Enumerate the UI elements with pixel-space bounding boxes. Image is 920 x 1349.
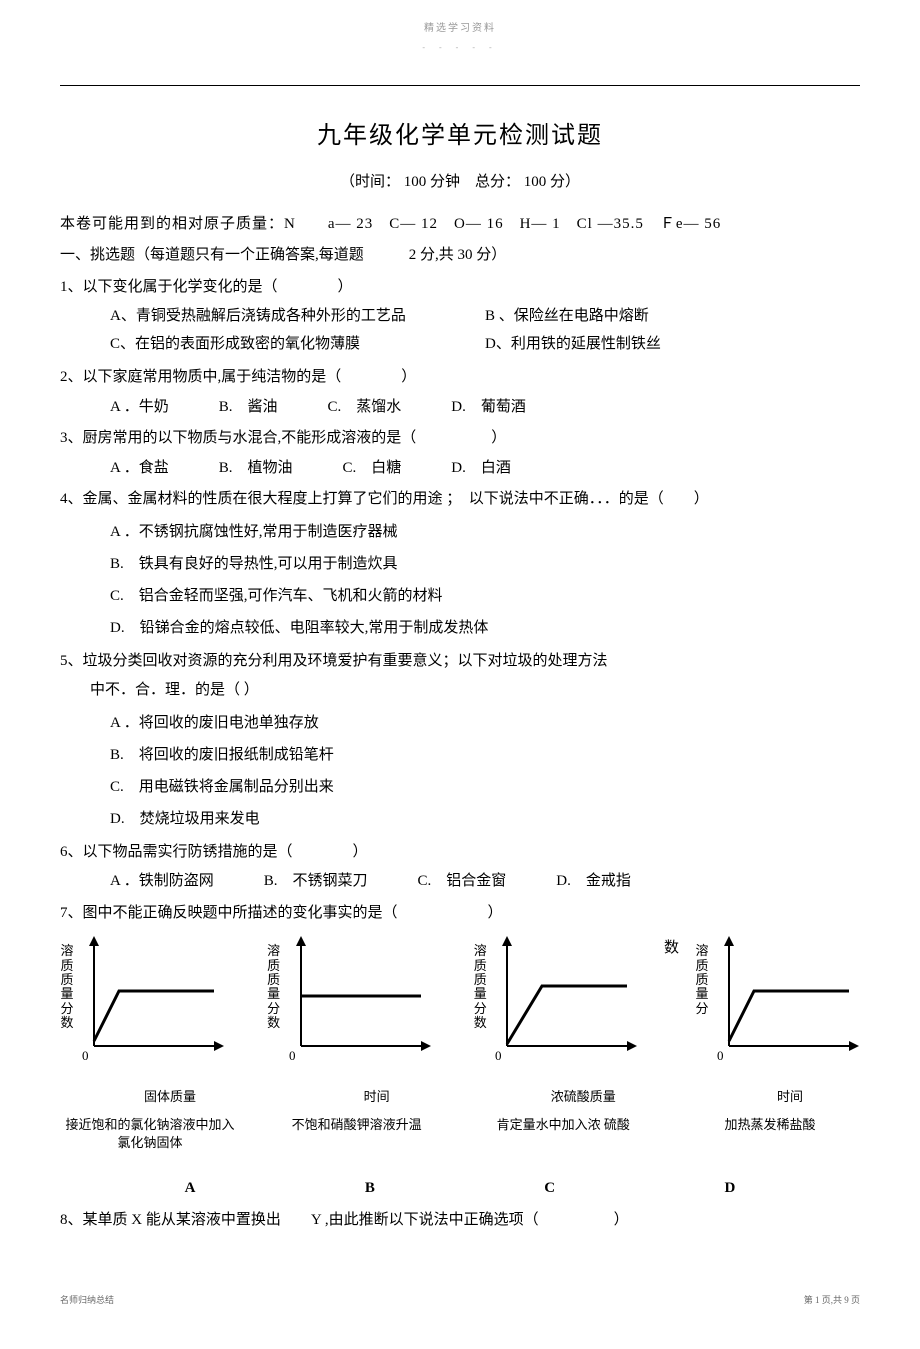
section-one-title: 一、挑选题（每道题只有一个正确答案,每道题 2 分,共 30 分）: [60, 243, 860, 269]
chart-y-label: 溶质质量分数: [267, 936, 281, 1030]
chart-svg-wrap: 0: [487, 936, 637, 1076]
question: 3、厨房常用的以下物质与水混合,不能形成溶液的是（ ） A ．食盐 B. 植物油 C.…: [60, 426, 860, 481]
chart-box: 数溶质质量分 0 时间加热蒸发稀盐酸: [680, 936, 860, 1152]
chart-caption: 不饱和硝酸钾溶液升温: [267, 1116, 447, 1134]
option: C. 用电磁铁将金属制品分别出来: [110, 772, 860, 802]
chart-box: 溶质质量分数 0 固体质量接近饱和的氯化钠溶液中加入氯化钠固体: [60, 936, 240, 1152]
option: A ．铁制防盗网: [110, 869, 214, 895]
footer-left: 名师归纳总结: [60, 1293, 114, 1308]
option: D. 铅锑合金的熔点较低、电阻率较大,常用于制成发热体: [110, 613, 860, 643]
option: D. 白酒: [451, 456, 511, 482]
chart-caption: 接近饱和的氯化钠溶液中加入氯化钠固体: [60, 1116, 240, 1152]
chart-container: 溶质质量分数 0: [267, 936, 447, 1082]
option: D、利用铁的延展性制铁丝: [485, 332, 860, 358]
options-row: A ．铁制防盗网 B. 不锈钢菜刀 C. 铝合金窗 D. 金戒指: [60, 869, 860, 895]
chart-svg-wrap: 0: [281, 936, 431, 1076]
question-8: 8、某单质 X 能从某溶液中置换出 Y ,由此推断以下说法中正确选项（ ）: [60, 1208, 860, 1234]
option: B 、保险丝在电路中熔断: [485, 304, 860, 330]
chart-y-label: 溶质质量分: [695, 936, 709, 1015]
atomic-mass-line: 本卷可能用到的相对原子质量：N a— 23 C— 12 O— 16 H— 1 C…: [60, 212, 860, 238]
header-tag: 精选学习资料: [60, 20, 860, 37]
question-7: 7、图中不能正确反映题中所描述的变化事实的是（ ） 溶质质量分数 0 固体质量接…: [60, 901, 860, 1202]
question-text: 2、以下家庭常用物质中,属于纯洁物的是（ ）: [60, 365, 860, 391]
svg-text:0: 0: [717, 1048, 724, 1063]
subtitle: （时间： 100 分钟 总分： 100 分）: [60, 170, 860, 196]
chart-x-label: 时间: [267, 1086, 447, 1108]
option: A ．食盐: [110, 456, 169, 482]
chart-y-label: 溶质质量分数: [473, 936, 487, 1030]
chart-x-label: 时间: [680, 1086, 860, 1108]
options-col: A ．将回收的废旧电池单独存放B. 将回收的废旧报纸制成铅笔杆C. 用电磁铁将金…: [60, 708, 860, 834]
option: D. 焚烧垃圾用来发电: [110, 804, 860, 834]
options-col: A ．不锈钢抗腐蚀性好,常用于制造医疗器械B. 铁具有良好的导热性,可以用于制造…: [60, 517, 860, 643]
svg-text:0: 0: [495, 1048, 502, 1063]
chart-container: 溶质质量分数 0: [60, 936, 240, 1082]
chart-y-label: 溶质质量分数: [60, 936, 74, 1030]
chart-option-letter: B: [365, 1176, 375, 1202]
svg-text:0: 0: [82, 1048, 89, 1063]
options-two-col: A、青铜受热融解后浇铸成各种外形的工艺品B 、保险丝在电路中熔断C、在铝的表面形…: [60, 304, 860, 359]
question-text: 5、垃圾分类回收对资源的充分利用及环境爱护有重要意义；以下对垃圾的处理方法: [60, 649, 860, 675]
chart-container: 溶质质量分数 0: [473, 936, 653, 1082]
option: B. 植物油: [219, 456, 293, 482]
charts-row: 溶质质量分数 0 固体质量接近饱和的氯化钠溶液中加入氯化钠固体溶质质量分数 0 …: [60, 936, 860, 1152]
option: A ．不锈钢抗腐蚀性好,常用于制造医疗器械: [110, 517, 860, 547]
question-text: 4、金属、金属材料的性质在很大程度上打算了它们的用途 ； 以下说法中不正确．．．…: [60, 487, 860, 513]
option: B. 将回收的废旧报纸制成铅笔杆: [110, 740, 860, 770]
top-divider: [60, 85, 860, 86]
chart-x-label: 固体质量: [60, 1086, 240, 1108]
option: C. 白糖: [343, 456, 402, 482]
question: 4、金属、金属材料的性质在很大程度上打算了它们的用途 ； 以下说法中不正确．．．…: [60, 487, 860, 643]
question: 1、以下变化属于化学变化的是（ ） A、青铜受热融解后浇铸成各种外形的工艺品B 、…: [60, 275, 860, 360]
question-text-line2: 中不．合．理．的是（ ）: [60, 678, 860, 704]
options-row: A ．牛奶 B. 酱油 C. 蒸馏水 D. 葡萄酒: [60, 395, 860, 421]
option: A、青铜受热融解后浇铸成各种外形的工艺品: [110, 304, 485, 330]
footer-right: 第 1 页,共 9 页: [804, 1293, 860, 1308]
chart-caption: 加热蒸发稀盐酸: [680, 1116, 860, 1134]
question-text: 3、厨房常用的以下物质与水混合,不能形成溶液的是（ ）: [60, 426, 860, 452]
chart-svg: 0: [709, 936, 859, 1066]
chart-container: 数溶质质量分 0: [680, 936, 860, 1082]
question-text: 6、以下物品需实行防锈措施的是（ ）: [60, 840, 860, 866]
chart-svg-wrap: 0: [74, 936, 224, 1076]
chart-option-letter: D: [724, 1176, 735, 1202]
options-row: A ．食盐 B. 植物油 C. 白糖 D. 白酒: [60, 456, 860, 482]
question-text: 1、以下变化属于化学变化的是（ ）: [60, 275, 860, 301]
chart-caption: 肯定量水中加入浓 硫酸: [473, 1116, 653, 1134]
chart-x-label: 浓硫酸质量: [473, 1086, 653, 1108]
option: B. 不锈钢菜刀: [264, 869, 368, 895]
letters-row: A B C D: [60, 1162, 860, 1202]
chart-box: 溶质质量分数 0 浓硫酸质量肯定量水中加入浓 硫酸: [473, 936, 653, 1152]
option: C. 铝合金窗: [418, 869, 507, 895]
option: B. 酱油: [219, 395, 278, 421]
question: 6、以下物品需实行防锈措施的是（ ） A ．铁制防盗网 B. 不锈钢菜刀 C. 铝合金…: [60, 840, 860, 895]
header-dots: - - - - -: [60, 41, 860, 55]
option: B. 铁具有良好的导热性,可以用于制造炊具: [110, 549, 860, 579]
option: C、在铝的表面形成致密的氧化物薄膜: [110, 332, 485, 358]
question: 5、垃圾分类回收对资源的充分利用及环境爱护有重要意义；以下对垃圾的处理方法中不．…: [60, 649, 860, 834]
question: 2、以下家庭常用物质中,属于纯洁物的是（ ） A ．牛奶 B. 酱油 C. 蒸馏水 D.…: [60, 365, 860, 420]
question-7-text: 7、图中不能正确反映题中所描述的变化事实的是（ ）: [60, 901, 860, 927]
footer: 名师归纳总结 第 1 页,共 9 页: [60, 1293, 860, 1308]
option: C. 蒸馏水: [328, 395, 402, 421]
option: D. 葡萄酒: [451, 395, 526, 421]
chart-svg: 0: [281, 936, 431, 1066]
chart-option-letter: A: [185, 1176, 196, 1202]
option: C. 铝合金轻而坚强,可作汽车、飞机和火箭的材料: [110, 581, 860, 611]
chart-svg: 0: [487, 936, 637, 1066]
chart-svg-wrap: 0: [709, 936, 859, 1076]
chart-option-letter: C: [544, 1176, 555, 1202]
svg-text:0: 0: [289, 1048, 296, 1063]
page-title: 九年级化学单元检测试题: [60, 116, 860, 157]
chart-svg: 0: [74, 936, 224, 1066]
option: A ．将回收的废旧电池单独存放: [110, 708, 860, 738]
option: D. 金戒指: [556, 869, 631, 895]
chart-box: 溶质质量分数 0 时间不饱和硝酸钾溶液升温: [267, 936, 447, 1152]
question-8-text: 8、某单质 X 能从某溶液中置换出 Y ,由此推断以下说法中正确选项（ ）: [60, 1208, 860, 1234]
option: A ．牛奶: [110, 395, 169, 421]
